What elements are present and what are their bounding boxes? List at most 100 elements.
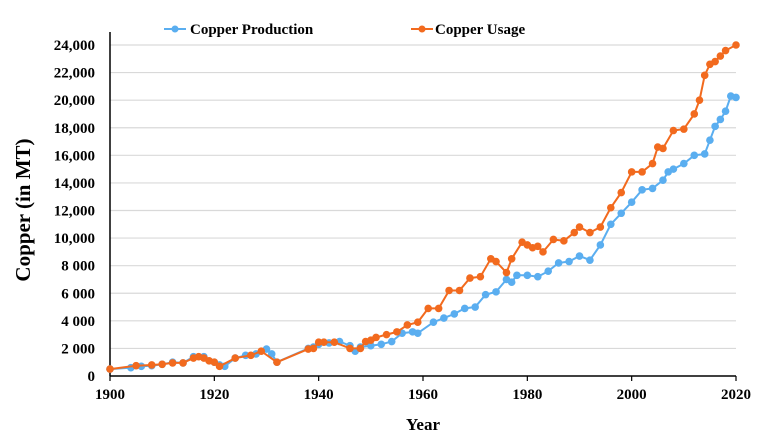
data-point: [466, 274, 474, 282]
y-tick-label: 2 000: [61, 341, 95, 357]
data-point: [314, 338, 323, 347]
data-point: [659, 176, 667, 184]
x-tick-label: 1940: [304, 387, 334, 403]
data-point: [700, 150, 709, 158]
data-point: [617, 209, 626, 218]
gridlines: [110, 44, 736, 350]
data-point: [680, 125, 688, 133]
series-copper-usage: [106, 41, 740, 373]
data-point: [413, 318, 422, 327]
legend: Copper Production Copper Usage: [164, 22, 525, 38]
y-tick-label: 4 000: [61, 314, 95, 330]
data-point: [549, 235, 558, 244]
data-point: [716, 52, 725, 60]
data-point: [554, 259, 563, 267]
data-point: [732, 41, 740, 49]
x-tick-label: 1980: [512, 387, 542, 403]
data-point: [445, 286, 453, 295]
data-point: [586, 256, 594, 264]
legend-item-copper-production: Copper Production: [164, 22, 314, 38]
data-point: [507, 254, 516, 263]
data-point: [596, 223, 605, 231]
data-point: [669, 165, 678, 173]
data-point: [690, 110, 699, 118]
x-tick-label: 1960: [408, 387, 438, 403]
x-axis-ticks: 1900 1920 1940 1960 1980 2000 2020: [95, 376, 751, 403]
data-point: [132, 361, 140, 370]
legend-item-copper-usage: Copper Usage: [411, 22, 525, 38]
x-tick-label: 2000: [617, 387, 647, 403]
y-tick-label: 18,000: [54, 121, 95, 137]
data-point: [732, 93, 740, 102]
data-point: [648, 184, 657, 193]
data-point: [539, 248, 547, 256]
y-tick-label: 16,000: [54, 148, 95, 164]
data-point: [502, 268, 511, 277]
y-tick-label: 10,000: [54, 231, 95, 247]
legend-marker-icon: [418, 25, 426, 33]
data-point: [721, 46, 730, 55]
data-point: [560, 237, 568, 245]
series-copper-production: [106, 92, 740, 373]
data-point: [575, 252, 584, 260]
data-point: [716, 115, 725, 124]
series-layer: [106, 41, 740, 373]
data-point: [476, 272, 485, 281]
data-point: [596, 241, 605, 249]
series-line: [109, 94, 737, 371]
data-point: [309, 344, 318, 353]
data-point: [575, 223, 584, 231]
data-point: [377, 340, 386, 349]
data-point: [680, 159, 688, 168]
data-point: [372, 333, 380, 342]
data-point: [711, 122, 719, 131]
y-axis-ticks: 0 2 000 4 000 6 000 8 000 10,000 12,000 14,000 1…: [54, 38, 95, 385]
data-point: [367, 341, 375, 350]
data-point: [570, 228, 579, 237]
legend-label: Copper Usage: [435, 22, 525, 38]
data-point: [403, 321, 412, 329]
data-point: [393, 328, 401, 336]
data-point: [706, 136, 714, 144]
y-tick-label: 24,000: [54, 38, 95, 54]
data-point: [700, 71, 709, 80]
data-point: [565, 257, 573, 266]
data-point: [413, 329, 422, 338]
data-point: [210, 358, 219, 367]
data-point: [356, 344, 365, 353]
data-point: [627, 198, 636, 207]
data-point: [455, 286, 464, 295]
data-point: [638, 186, 646, 194]
data-point: [638, 168, 646, 176]
data-point: [320, 338, 328, 347]
data-point: [346, 344, 354, 353]
data-point: [147, 361, 156, 369]
data-point: [513, 271, 521, 280]
data-point: [106, 365, 114, 373]
y-axis-title: Copper (in MT): [11, 138, 35, 281]
data-point: [492, 288, 500, 296]
data-point: [215, 362, 224, 371]
data-point: [330, 338, 339, 347]
y-tick-label: 0: [88, 369, 96, 385]
data-point: [481, 290, 490, 299]
data-point: [648, 159, 657, 168]
y-tick-label: 12,000: [54, 204, 95, 220]
y-tick-label: 22,000: [54, 66, 95, 82]
data-point: [533, 272, 542, 281]
data-point: [492, 257, 500, 266]
data-point: [607, 203, 615, 212]
data-point: [231, 354, 239, 362]
data-point: [659, 144, 667, 153]
x-tick-label: 1920: [199, 387, 229, 403]
y-tick-label: 8 000: [61, 259, 95, 275]
data-point: [257, 347, 266, 355]
data-point: [424, 304, 433, 313]
legend-label: Copper Production: [190, 22, 314, 38]
data-point: [247, 351, 255, 360]
data-point: [627, 168, 636, 176]
data-point: [721, 107, 730, 115]
x-tick-label: 2020: [721, 387, 751, 403]
data-point: [586, 228, 594, 237]
